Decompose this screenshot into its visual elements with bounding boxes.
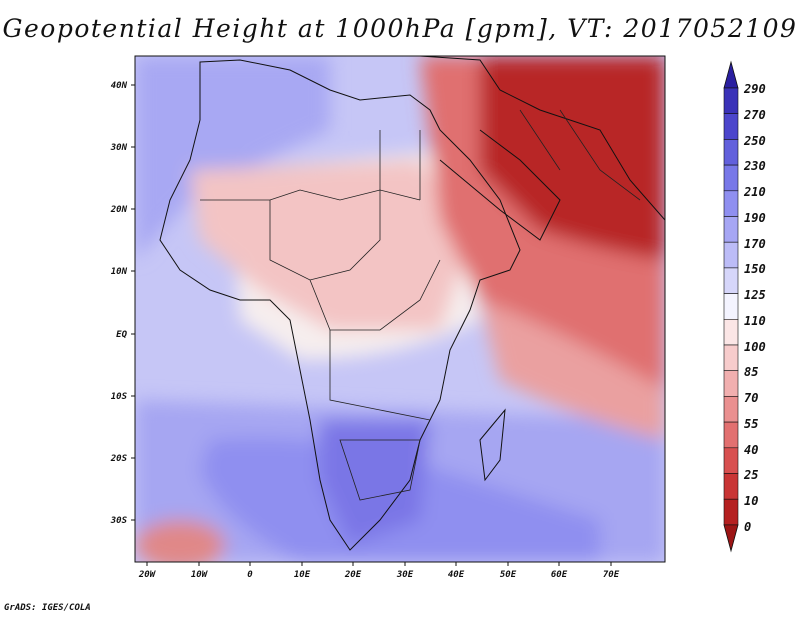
madagascar-coast — [479, 408, 506, 482]
lon-label: 40E — [448, 570, 465, 580]
lat-label: 30N — [110, 143, 128, 153]
axis-ticks — [131, 84, 612, 566]
field-southern-africa-blue — [320, 420, 430, 545]
colorbar-segment — [723, 113, 739, 140]
colorbar-label: 230 — [743, 159, 766, 173]
colorbar-segment — [723, 421, 739, 449]
colorbar-segment — [723, 344, 739, 372]
asia-coast — [419, 56, 665, 221]
colorbar-segment — [723, 447, 739, 474]
colorbar-segment — [723, 473, 739, 500]
lon-label: 10E — [294, 570, 311, 580]
colorbar-label: 25 — [743, 468, 758, 482]
border-south-central — [329, 330, 431, 421]
map-frame — [134, 55, 666, 563]
colorbar-label: 40 — [744, 443, 758, 457]
field-sahara-pink — [190, 160, 470, 330]
field-nw-blue — [135, 56, 330, 260]
colorbar-label: 190 — [744, 211, 766, 225]
colorbar-label: 85 — [744, 365, 758, 379]
colorbar-label: 150 — [744, 262, 766, 276]
colorbar-label: 10 — [744, 494, 758, 508]
lon-label: 0 — [247, 570, 253, 580]
colorbar-segment — [723, 293, 739, 320]
colorbar-labels: 290 270 250 230 210 190 170 150 125 110 … — [743, 82, 766, 534]
lon-label: 50E — [500, 570, 517, 580]
chart-title: Geopotential Height at 1000hPa [gpm], VT… — [2, 14, 798, 43]
colorbar-label: 110 — [744, 314, 766, 328]
lat-label: EQ — [116, 330, 127, 340]
lon-label: 20W — [138, 570, 157, 580]
colorbar-segments — [723, 87, 739, 526]
colorbar-label: 55 — [744, 417, 758, 431]
border-mali-niger — [269, 190, 381, 281]
colorbar-segment — [723, 267, 739, 294]
lon-label: 20E — [344, 570, 362, 580]
colorbar-segment — [723, 190, 739, 217]
colorbar-label: 170 — [744, 237, 766, 251]
colorbar-label: 210 — [743, 185, 766, 199]
colorbar-segment — [723, 396, 739, 423]
colorbar-segment — [723, 139, 739, 166]
colorbar-label: 125 — [744, 288, 766, 302]
colorbar-top-arrow — [723, 60, 739, 89]
lat-label: 20N — [110, 205, 128, 215]
colorbar-segment — [723, 216, 739, 243]
lon-labels: 20W 10W 0 10E 20E 30E 40E 50E 60E 70E — [138, 570, 620, 580]
border-libya-egypt — [379, 130, 421, 200]
arabia-coast — [439, 129, 561, 241]
colorbar-label: 70 — [744, 391, 758, 405]
lat-label: 30S — [110, 516, 128, 526]
colorbar-segment — [723, 164, 739, 192]
coastlines — [159, 56, 665, 551]
colorbar-label: 270 — [743, 108, 766, 122]
border-asia — [519, 109, 641, 201]
field-indian-pink — [480, 300, 665, 440]
lon-label: 10W — [191, 570, 209, 580]
lat-labels: 40N 30N 20N 10N EQ 10S 20S 30S — [110, 81, 128, 526]
colorbar-segment — [723, 498, 739, 526]
colorbar-label: 290 — [743, 82, 766, 96]
field-asia-darkred — [480, 56, 665, 260]
border-sahel — [200, 189, 421, 201]
lat-label: 10N — [111, 267, 128, 277]
lat-label: 10S — [111, 392, 128, 402]
border-southern-africa — [339, 439, 421, 501]
colorbar-segment — [723, 370, 739, 397]
borders — [200, 109, 641, 501]
lon-label: 60E — [551, 570, 568, 580]
lat-label: 20S — [110, 454, 128, 464]
colorbar-label: 100 — [744, 340, 766, 354]
colorbar-label: 0 — [744, 520, 751, 534]
colorbar: 290 270 250 230 210 190 170 150 125 110 … — [723, 60, 766, 553]
border-central — [309, 259, 441, 331]
colorbar-bottom-arrow — [723, 524, 739, 553]
grads-credit: GrADS: IGES/COLA — [4, 603, 91, 613]
colorbar-label: 250 — [743, 134, 766, 148]
colorbar-segment — [723, 241, 739, 269]
colorbar-segment — [723, 318, 739, 346]
height-field — [135, 56, 665, 562]
lon-label: 30E — [396, 570, 414, 580]
field-sw-pink — [135, 520, 225, 562]
lat-label: 40N — [111, 81, 128, 91]
africa-coast — [159, 59, 521, 551]
lon-label: 70E — [603, 570, 620, 580]
colorbar-segment — [723, 87, 739, 115]
